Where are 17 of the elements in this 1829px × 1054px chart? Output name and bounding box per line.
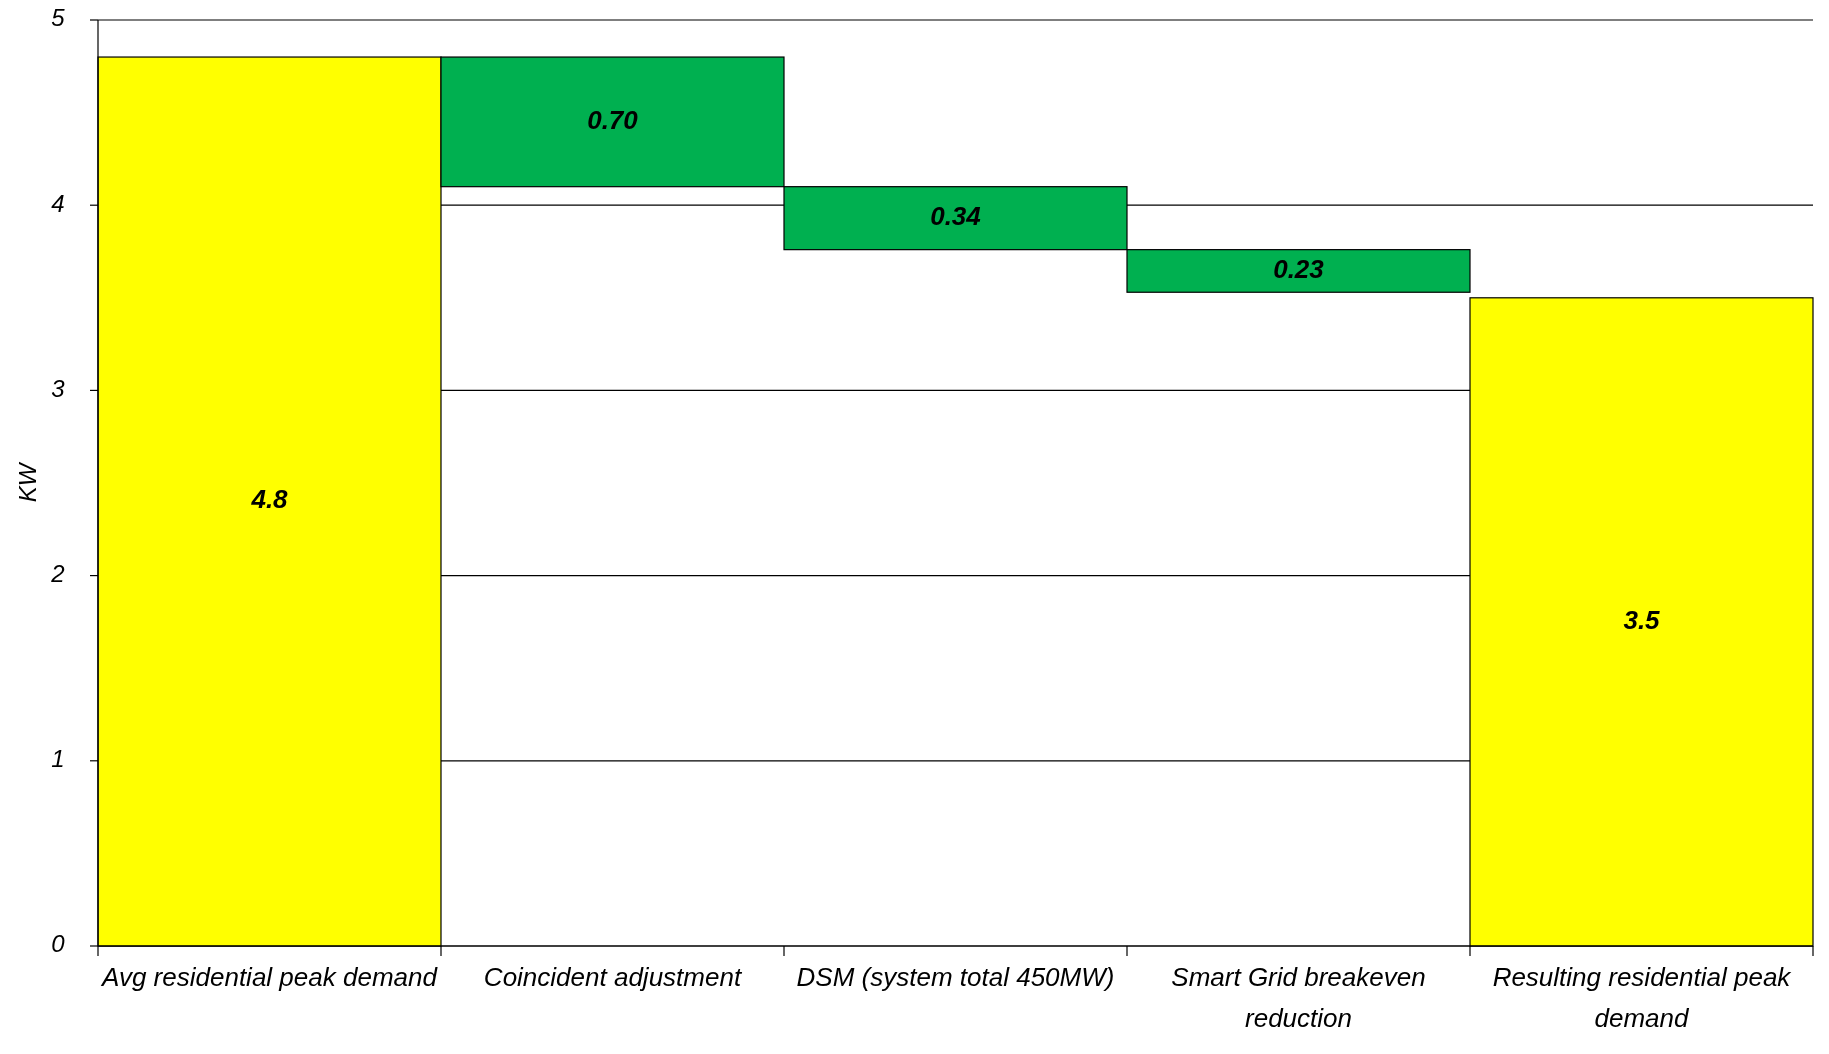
x-tick-label: Smart Grid breakeven reduction (1171, 962, 1426, 1033)
x-tick-label: DSM (system total 450MW) (796, 962, 1115, 992)
y-tick-label: 5 (51, 4, 66, 32)
data-label: 0.23 (1273, 253, 1325, 284)
data-label: 0.34 (930, 201, 982, 232)
x-tick-label: Resulting residential peak demand (1492, 962, 1793, 1033)
y-axis-title: KW (14, 461, 42, 503)
y-tick-label: 2 (50, 559, 65, 587)
data-label: 0.70 (587, 104, 639, 135)
x-tick-label: Coincident adjustment (483, 962, 743, 992)
data-label: 4.8 (250, 484, 289, 515)
y-tick-label: 3 (51, 374, 66, 402)
y-tick-label: 1 (51, 745, 65, 773)
y-tick-label: 0 (51, 930, 66, 958)
data-label: 3.5 (1623, 604, 1661, 635)
x-tick-label: Avg residential peak demand (100, 962, 439, 992)
y-tick-label: 4 (51, 189, 65, 217)
